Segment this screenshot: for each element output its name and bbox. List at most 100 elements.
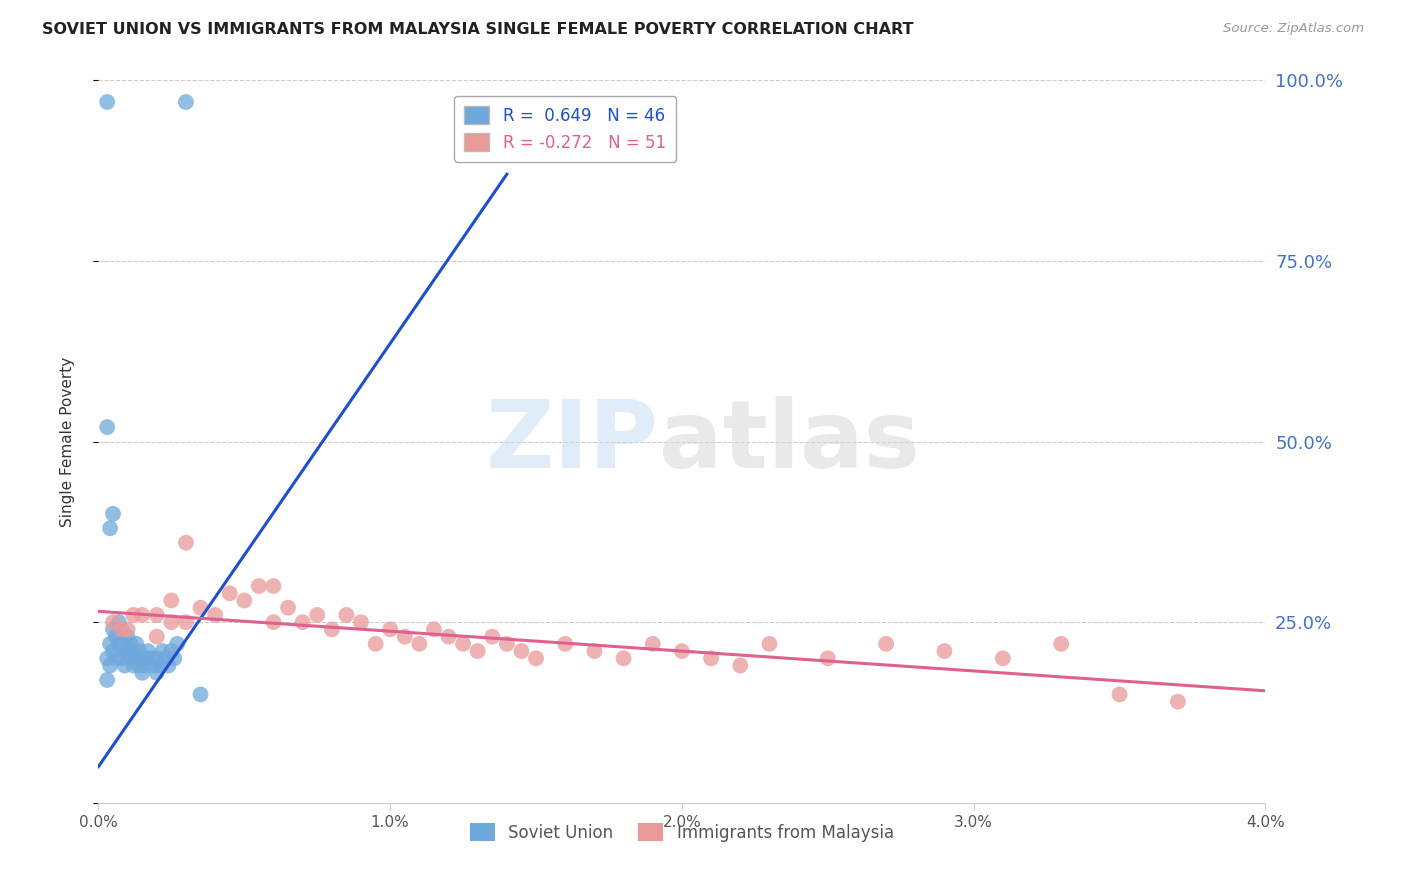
Point — [96, 651, 118, 665]
Point — [139, 651, 162, 665]
Y-axis label: Single Female Poverty: Single Female Poverty — [60, 357, 75, 526]
Point — [117, 630, 139, 644]
Point — [125, 637, 148, 651]
Point — [641, 637, 664, 651]
Point — [101, 644, 124, 658]
Point — [111, 637, 134, 651]
Point — [174, 535, 197, 549]
Point — [204, 607, 226, 622]
Point — [101, 615, 124, 630]
Point — [262, 579, 284, 593]
Point — [247, 579, 270, 593]
Point — [233, 593, 256, 607]
Point — [291, 615, 314, 630]
Point — [114, 658, 136, 673]
Point — [111, 623, 134, 637]
Point — [174, 95, 197, 109]
Point — [451, 637, 474, 651]
Text: ZIP: ZIP — [485, 395, 658, 488]
Point — [174, 615, 197, 630]
Point — [496, 637, 519, 651]
Point — [1050, 637, 1073, 651]
Point — [98, 637, 121, 651]
Point — [152, 644, 174, 658]
Legend: Soviet Union, Immigrants from Malaysia: Soviet Union, Immigrants from Malaysia — [464, 817, 900, 848]
Point — [111, 651, 134, 665]
Point — [146, 651, 169, 665]
Point — [122, 607, 145, 622]
Text: atlas: atlas — [658, 395, 920, 488]
Point — [122, 644, 145, 658]
Text: Source: ZipAtlas.com: Source: ZipAtlas.com — [1223, 22, 1364, 36]
Point — [218, 586, 240, 600]
Point — [277, 600, 299, 615]
Point — [991, 651, 1014, 665]
Point — [583, 644, 606, 658]
Point — [146, 607, 169, 622]
Point — [408, 637, 430, 651]
Point — [423, 623, 446, 637]
Point — [134, 658, 156, 673]
Point — [307, 607, 329, 622]
Point — [160, 593, 183, 607]
Point — [98, 658, 121, 673]
Point — [125, 651, 148, 665]
Point — [321, 623, 343, 637]
Point — [481, 630, 503, 644]
Point — [524, 651, 547, 665]
Point — [467, 644, 489, 658]
Point — [380, 623, 402, 637]
Point — [262, 615, 284, 630]
Point — [128, 658, 150, 673]
Point — [96, 673, 118, 687]
Point — [510, 644, 533, 658]
Point — [160, 644, 183, 658]
Point — [875, 637, 897, 651]
Point — [142, 658, 165, 673]
Point — [758, 637, 780, 651]
Point — [136, 644, 159, 658]
Point — [108, 637, 131, 651]
Point — [131, 607, 153, 622]
Point — [157, 658, 180, 673]
Point — [134, 651, 156, 665]
Point — [817, 651, 839, 665]
Point — [101, 623, 124, 637]
Point — [335, 607, 357, 622]
Point — [934, 644, 956, 658]
Point — [96, 95, 118, 109]
Point — [554, 637, 576, 651]
Point — [146, 630, 169, 644]
Point — [190, 687, 212, 701]
Point — [104, 651, 127, 665]
Point — [117, 644, 139, 658]
Point — [1108, 687, 1130, 701]
Point — [160, 615, 183, 630]
Text: SOVIET UNION VS IMMIGRANTS FROM MALAYSIA SINGLE FEMALE POVERTY CORRELATION CHART: SOVIET UNION VS IMMIGRANTS FROM MALAYSIA… — [42, 22, 914, 37]
Point — [612, 651, 634, 665]
Point — [155, 651, 177, 665]
Point — [122, 658, 145, 673]
Point — [166, 637, 188, 651]
Point — [108, 615, 131, 630]
Point — [730, 658, 752, 673]
Point — [117, 623, 139, 637]
Point — [120, 637, 142, 651]
Point — [98, 521, 121, 535]
Point — [128, 644, 150, 658]
Point — [114, 644, 136, 658]
Point — [1167, 695, 1189, 709]
Point — [437, 630, 460, 644]
Point — [120, 651, 142, 665]
Point — [364, 637, 387, 651]
Point — [163, 651, 186, 665]
Point — [131, 651, 153, 665]
Point — [146, 665, 169, 680]
Point — [671, 644, 693, 658]
Point — [350, 615, 373, 630]
Point — [131, 665, 153, 680]
Point — [101, 507, 124, 521]
Point — [149, 658, 172, 673]
Point — [190, 600, 212, 615]
Point — [700, 651, 723, 665]
